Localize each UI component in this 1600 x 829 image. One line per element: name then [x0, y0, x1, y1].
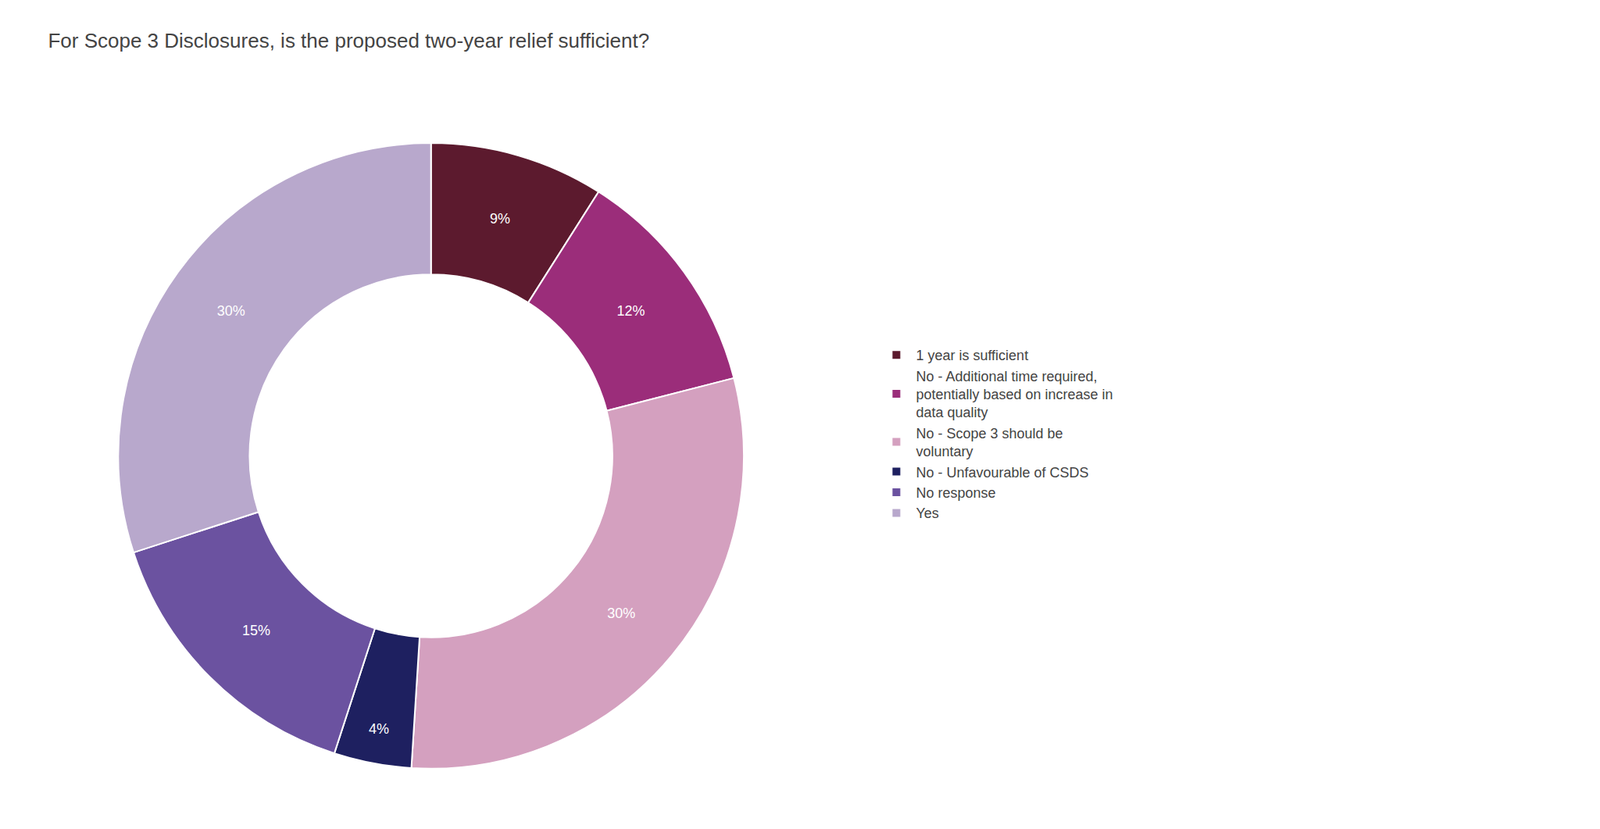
svg-text:9%: 9%: [489, 210, 511, 227]
svg-text:No - Additional time required,: No - Additional time required,potentiall…: [915, 368, 1113, 422]
svg-text:30%: 30%: [607, 605, 636, 622]
svg-text:No - Unfavourable of CSDS: No - Unfavourable of CSDS: [915, 464, 1089, 481]
svg-text:No response: No response: [915, 485, 996, 501]
svg-text:15%: 15%: [242, 622, 271, 639]
svg-text:4%: 4%: [368, 721, 390, 737]
svg-text:No - Scope 3 should bevoluntar: No - Scope 3 should bevoluntary: [915, 425, 1063, 460]
svg-text:For Scope 3 Disclosures, is th: For Scope 3 Disclosures, is the proposed…: [47, 28, 650, 53]
svg-text:12%: 12%: [617, 303, 646, 319]
svg-text:Yes: Yes: [915, 505, 939, 522]
svg-text:1 year is sufficient: 1 year is sufficient: [915, 347, 1029, 364]
svg-text:30%: 30%: [217, 303, 246, 319]
